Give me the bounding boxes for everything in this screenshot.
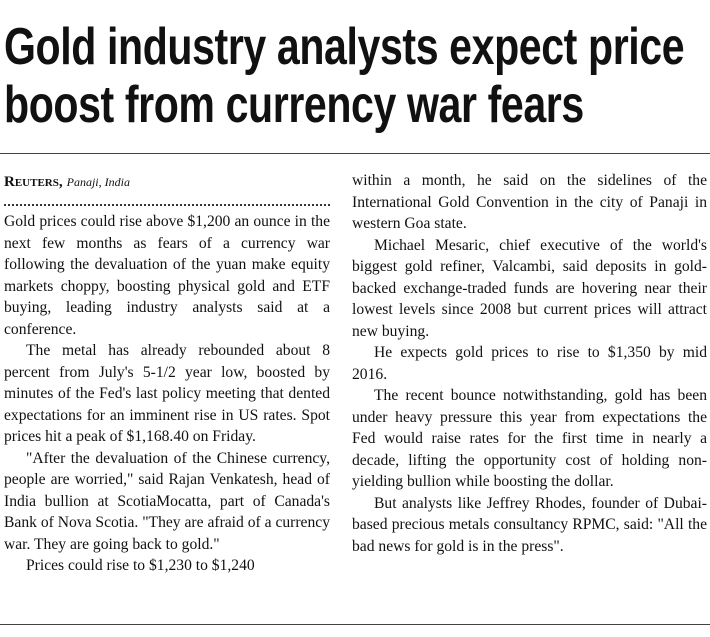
column: within a month, he said on the sidelines… [352, 170, 707, 557]
byline-source: Reuters, [4, 174, 63, 190]
paragraph: "After the devaluation of the Chinese cu… [4, 449, 330, 553]
dotted-rule [4, 204, 330, 206]
top-rule [0, 153, 710, 154]
paragraph: He expects gold prices to rise to $1,350… [352, 344, 707, 383]
paragraph: The recent bounce notwithstanding, gold … [352, 387, 707, 490]
headline: Gold industry analysts expect price boos… [4, 18, 699, 134]
headline-line: boost from currency war fears [4, 76, 584, 134]
paragraph: Gold prices could rise above $1,200 an o… [4, 213, 330, 338]
paragraph: Michael Mesaric, chief executive of the … [352, 236, 707, 340]
headline-line: Gold industry analysts expect price [4, 18, 685, 76]
column: Gold prices could rise above $1,200 an o… [4, 211, 330, 577]
paragraph: within a month, he said on the sidelines… [352, 172, 707, 232]
byline: Reuters, Panaji, India [4, 174, 330, 191]
paragraph: Prices could rise to $1,230 to $1,240 [26, 557, 255, 574]
paragraph: The metal has already rebounded about 8 … [4, 342, 330, 445]
byline-location: Panaji, India [66, 175, 130, 189]
paragraph: But analysts like Jeffrey Rhodes, founde… [352, 494, 707, 555]
bottom-rule [0, 624, 710, 625]
